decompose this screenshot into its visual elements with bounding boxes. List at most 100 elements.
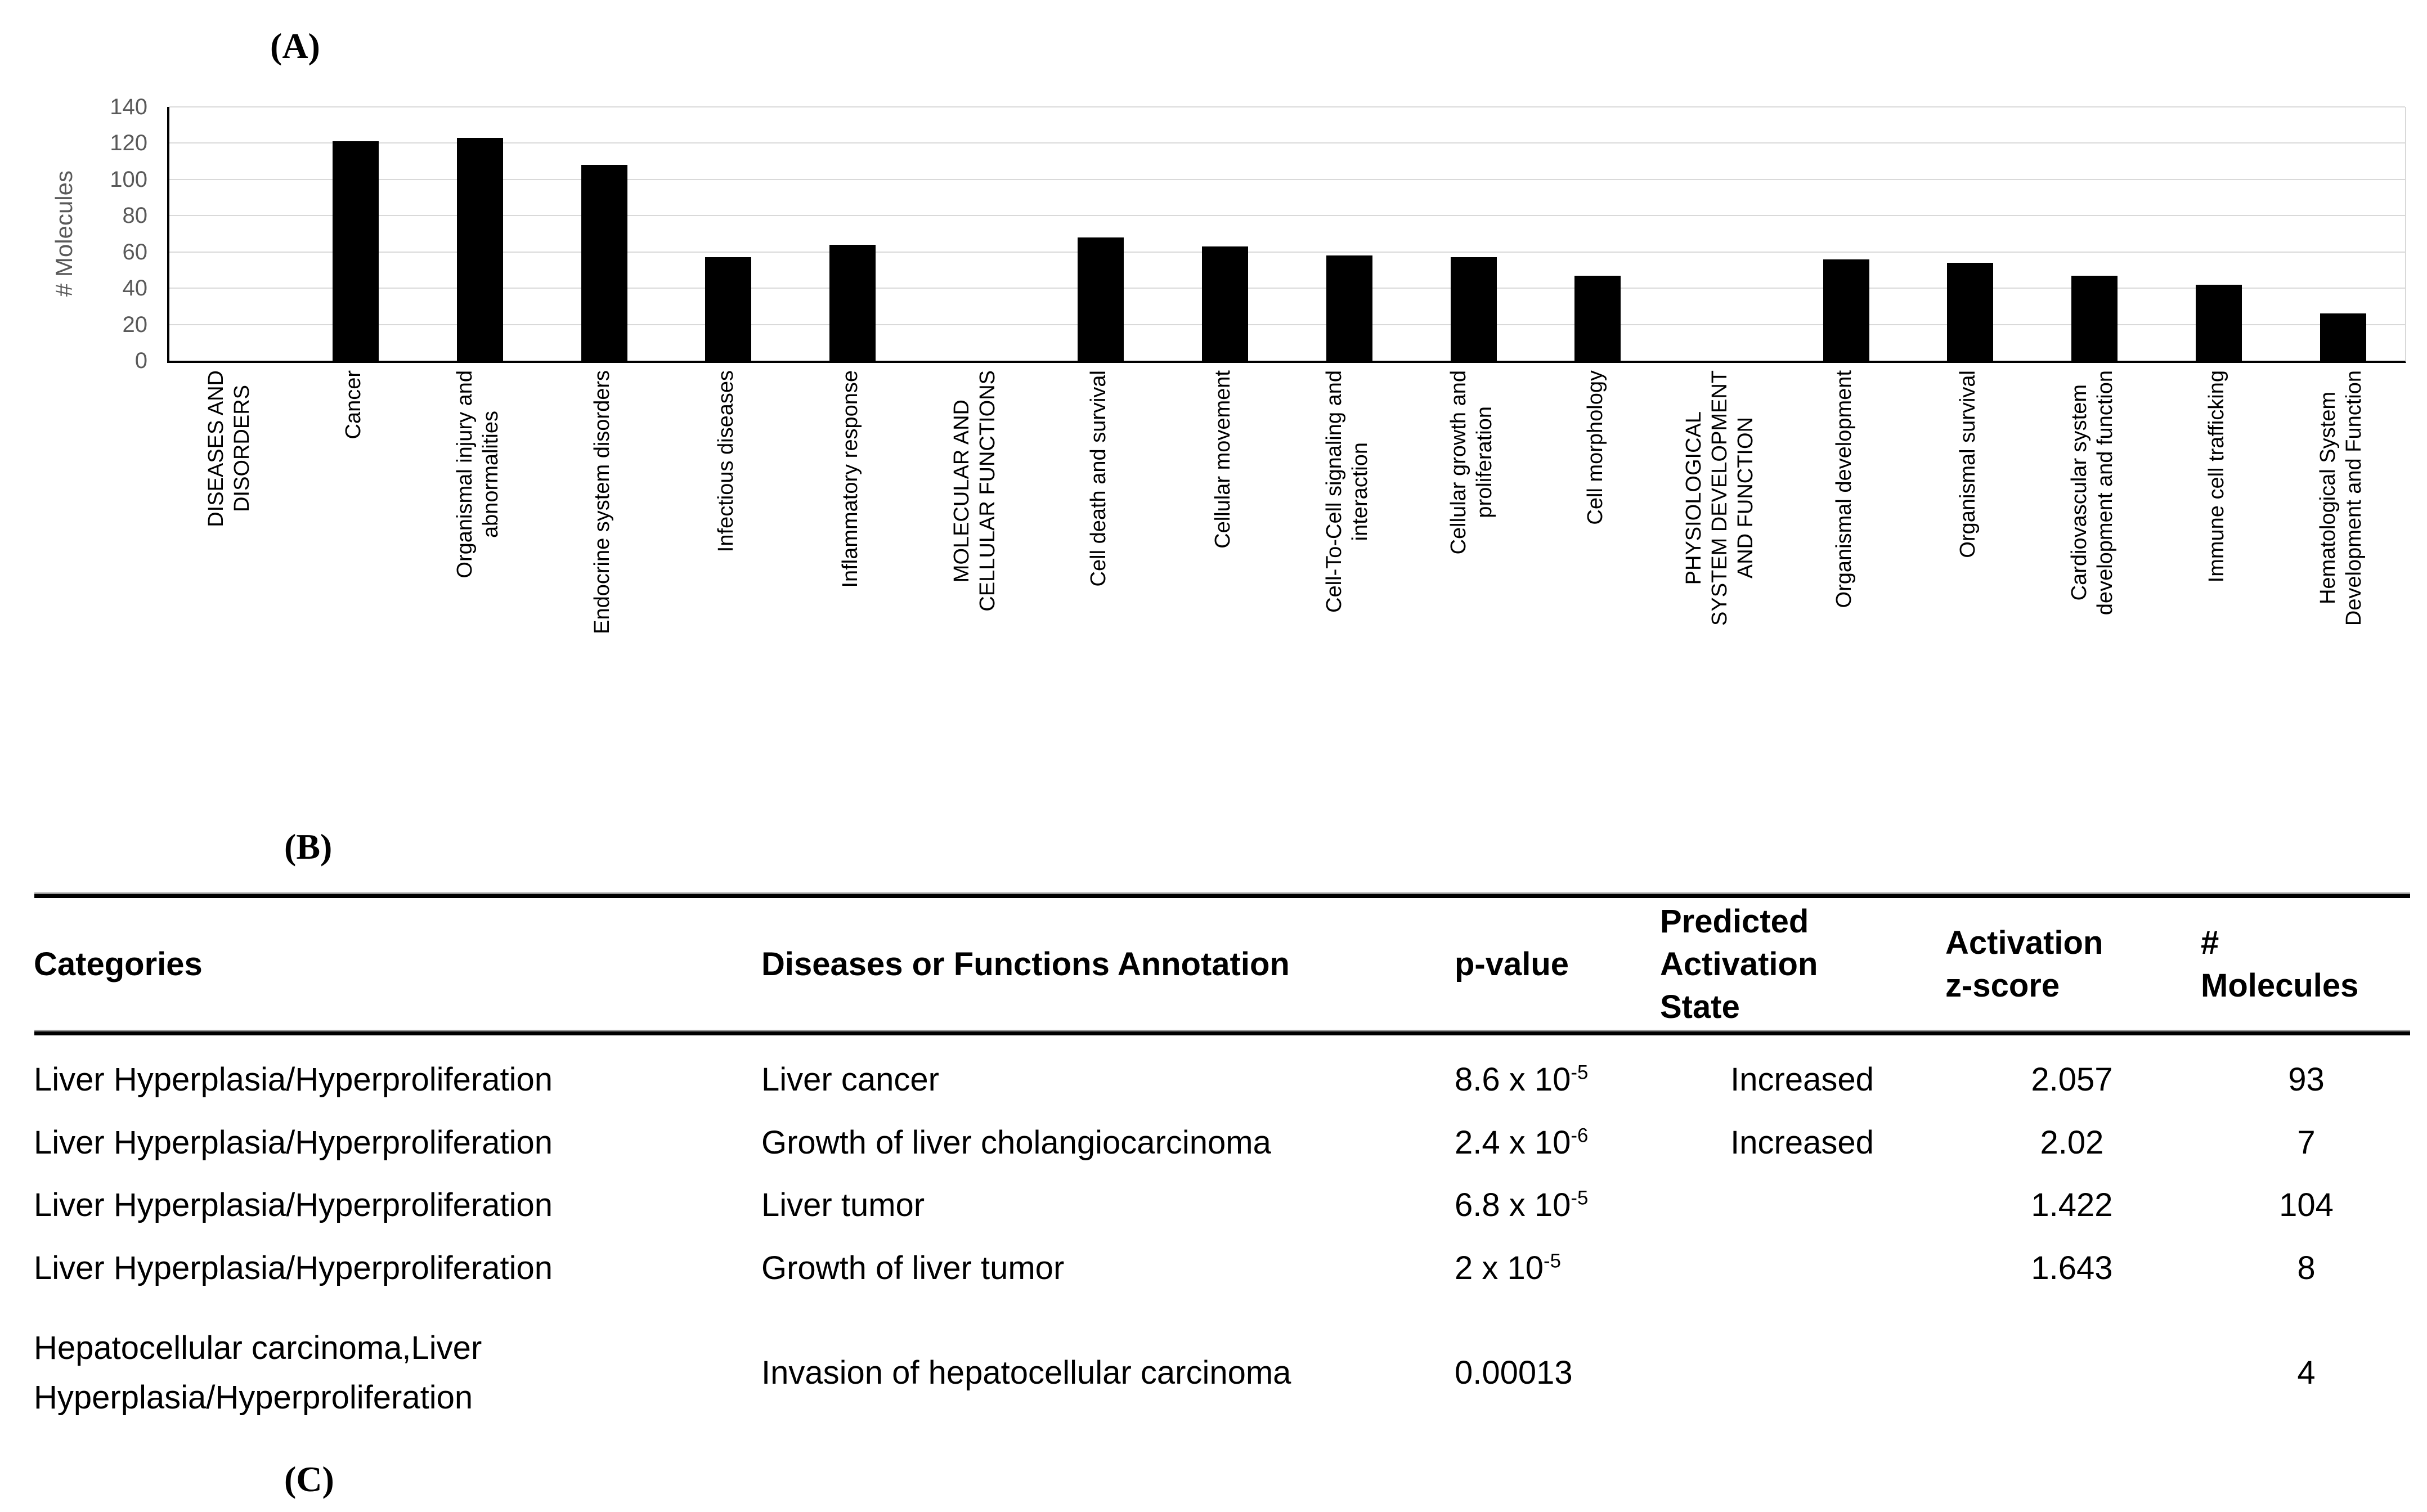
category-line: Liver Hyperplasia/Hyperproliferation: [34, 1061, 553, 1098]
table-row: Liver Hyperplasia/Hyperproliferation Grow…: [0, 1111, 2427, 1174]
table-header-line: Activation: [1660, 946, 1818, 982]
x-category-label-line: Cell morphology: [1583, 370, 1608, 525]
x-category-label: Organismal development: [1782, 370, 1906, 608]
x-category-label: Inflammatory response: [788, 370, 913, 588]
x-category-label: Cell death and survival: [1037, 370, 1161, 586]
category-line: Hepatocellular carcinoma,Liver: [34, 1330, 482, 1366]
bar-immune-cell-trafficking: [2195, 284, 2242, 361]
plot-area: [167, 106, 2406, 363]
cell-categories: Hepatocellular carcinoma,Liver Hyperplasi…: [34, 1323, 482, 1423]
x-category-label: Hematological System Development and Func…: [2278, 370, 2403, 626]
bar-cellular-growth-and-proliferation: [1450, 257, 1497, 361]
p-value-exponent: -5: [1571, 1061, 1589, 1084]
gridline: [169, 142, 2405, 144]
table-header-cell: p-value: [1455, 899, 1569, 1030]
p-value-text: 6.8 x 10-5: [1455, 1187, 1589, 1223]
x-category-label-line: Hematological System: [2316, 392, 2340, 605]
y-tick-label: 40: [122, 276, 148, 301]
x-category-label: PHYSIOLOGICAL SYSTEM DEVELOPMENT AND FUNCT…: [1658, 370, 1782, 626]
x-category-label: Cellular growth and proliferation: [1409, 370, 1533, 554]
gridline: [169, 288, 2405, 289]
y-tick-label: 100: [110, 167, 147, 192]
x-category-label: Infectious diseases: [664, 370, 788, 552]
p-value-exponent: -5: [1571, 1187, 1589, 1209]
bar-cell-death-and-survival: [1078, 237, 1124, 361]
x-category-label: DISEASES AND DISORDERS: [167, 370, 291, 527]
table-header-line: p-value: [1455, 946, 1569, 982]
x-category-label-line: MOLECULAR AND: [949, 399, 974, 582]
cell-annotation: Liver tumor: [761, 1187, 925, 1223]
bar-cell-morphology: [1574, 275, 1621, 361]
x-category-label: Organismal survival: [1906, 370, 2030, 558]
bar-inflammatory-response: [829, 244, 876, 361]
cell-z-score: 2.02: [2040, 1124, 2104, 1161]
x-axis-category-labels: DISEASES AND DISORDERS Cancer Organismal in…: [167, 370, 2403, 826]
y-tick-label: 120: [110, 131, 147, 156]
table-header-cell: Diseases or Functions Annotation: [761, 899, 1290, 1030]
table-header-cell: Activation z-score: [1945, 899, 2103, 1030]
x-category-label: Cell-To-Cell signaling and interaction: [1285, 370, 1410, 613]
bar-cancer: [333, 141, 379, 361]
bar-organismal-injury-and-abnormalities: [456, 137, 503, 361]
cell-activation-state: [1660, 1237, 1944, 1300]
x-category-label-line: Cancer: [342, 370, 366, 439]
y-tick-label: 20: [122, 312, 148, 337]
x-category-label-line: Organismal development: [1832, 370, 1856, 608]
p-value-exponent: -5: [1544, 1250, 1561, 1272]
cell-activation-state: [1660, 1174, 1944, 1237]
cell-categories: Liver Hyperplasia/Hyperproliferation: [34, 1048, 553, 1111]
bar-cellular-movement: [1202, 246, 1249, 361]
gridline: [169, 178, 2405, 180]
cell-annotation: Invasion of hepatocellular carcinoma: [761, 1354, 1291, 1391]
cell-annotation: Liver cancer: [761, 1061, 939, 1098]
x-category-label-line: Cell-To-Cell signaling and: [1322, 370, 1346, 613]
x-category-label-line: DISORDERS: [230, 385, 254, 513]
table-header-cell: Predicted Activation State: [1660, 899, 1818, 1030]
cell-molecules: 7: [2297, 1124, 2316, 1161]
x-category-label-line: PHYSIOLOGICAL: [1682, 411, 1706, 585]
table-header-line: Predicted: [1660, 903, 1809, 940]
x-category-label-line: interaction: [1348, 442, 1372, 541]
x-category-label-line: Immune cell trafficking: [2204, 370, 2228, 583]
cell-categories: Liver Hyperplasia/Hyperproliferation: [34, 1111, 553, 1174]
x-category-label: Cardiovascular system development and fun…: [2030, 370, 2155, 615]
panel-label-a: (A): [270, 26, 320, 66]
cell-activation-state: [1660, 1323, 1944, 1423]
category-line: Liver Hyperplasia/Hyperproliferation: [34, 1187, 553, 1223]
table-header-line: Categories: [34, 946, 203, 982]
table-header-line: Diseases or Functions Annotation: [761, 946, 1290, 982]
p-value-text: 0.00013: [1455, 1354, 1573, 1391]
p-value-exponent: -6: [1571, 1124, 1589, 1147]
y-tick-label: 80: [122, 203, 148, 228]
panel-label-b: (B): [284, 827, 333, 867]
x-category-label-line: AND FUNCTION: [1734, 417, 1758, 579]
x-category-label: Cell morphology: [1533, 370, 1658, 525]
bar-endocrine-system-disorders: [581, 165, 627, 361]
cell-p-value: 8.6 x 10-5: [1455, 1048, 1588, 1111]
cell-annotation: Growth of liver tumor: [761, 1250, 1065, 1286]
cell-p-value: 2 x 10-5: [1455, 1237, 1561, 1300]
category-line: Hyperplasia/Hyperproliferation: [34, 1379, 473, 1416]
table-row: Liver Hyperplasia/Hyperproliferation Live…: [0, 1174, 2427, 1237]
x-category-label-line: Inflammatory response: [838, 370, 862, 588]
cell-categories: Liver Hyperplasia/Hyperproliferation: [34, 1174, 553, 1237]
p-value-text: 8.6 x 10-5: [1455, 1061, 1589, 1098]
cell-molecules: 93: [2288, 1061, 2325, 1098]
x-category-label-line: Endocrine system disorders: [590, 370, 614, 634]
category-line: Liver Hyperplasia/Hyperproliferation: [34, 1124, 553, 1161]
x-category-label-line: SYSTEM DEVELOPMENT: [1708, 370, 1732, 626]
table-row: Liver Hyperplasia/Hyperproliferation Grow…: [0, 1237, 2427, 1300]
cell-molecules: 8: [2297, 1250, 2316, 1286]
x-category-label: Organismal injury and abnormalities: [415, 370, 540, 578]
table-header-cell: # Molecules: [2201, 899, 2358, 1030]
table-header-rule: [34, 1030, 2410, 1035]
cell-activation-state: Increased: [1730, 1124, 1874, 1161]
bar-infectious-diseases: [705, 257, 752, 361]
table-header-line: State: [1660, 989, 1740, 1025]
x-category-label-line: Cellular growth and: [1446, 370, 1470, 555]
y-tick-label: 0: [134, 348, 147, 373]
cell-z-score: 1.643: [2031, 1250, 2113, 1286]
cell-molecules: 4: [2297, 1354, 2316, 1391]
cell-z-score: 2.057: [2031, 1061, 2113, 1098]
